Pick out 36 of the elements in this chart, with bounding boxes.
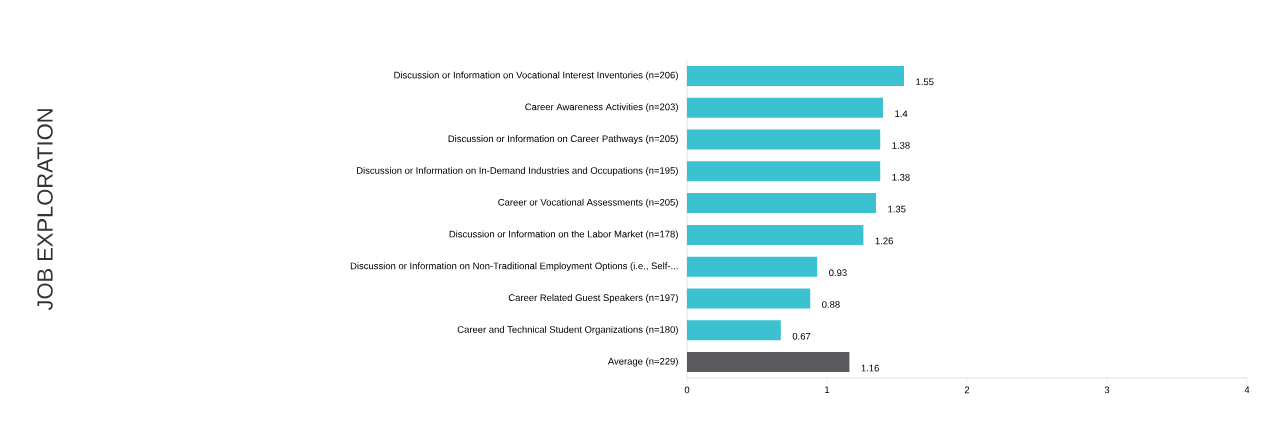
bar bbox=[687, 224, 864, 245]
bar bbox=[687, 256, 818, 277]
x-tick-label: 3 bbox=[1104, 386, 1110, 394]
y-tick-label: Average (n=229) bbox=[607, 357, 678, 367]
y-tick-label: Discussion or Information on In-Demand Industries and Occupations (n=195) bbox=[357, 166, 678, 176]
data-label: 1.26 bbox=[875, 237, 893, 245]
bar bbox=[687, 129, 881, 150]
y-tick-label: Discussion or Information on Career Pathways (n=205) bbox=[448, 135, 678, 144]
data-label: 1.55 bbox=[916, 78, 934, 86]
bar bbox=[687, 288, 811, 309]
y-tick-label: Career Related Guest Speakers (n=197) bbox=[508, 294, 678, 303]
data-label: 0.67 bbox=[792, 332, 811, 340]
bar bbox=[687, 193, 876, 214]
bar bbox=[687, 161, 881, 182]
data-label: 1.16 bbox=[861, 364, 879, 372]
bar bbox=[687, 97, 883, 118]
y-tick-label: Discussion or Information on Vocational Interest Inventories (n=206) bbox=[394, 71, 678, 81]
x-tick-label: 1 bbox=[825, 386, 830, 394]
x-tick-label: 4 bbox=[1244, 386, 1250, 394]
data-label: 1.38 bbox=[892, 142, 910, 149]
y-tick-label: Discussion or Information on the Labor Market (n=178) bbox=[449, 230, 678, 240]
bar bbox=[687, 320, 781, 341]
data-label: 1.4 bbox=[895, 110, 908, 117]
data-label: 0.88 bbox=[822, 301, 840, 308]
y-tick-label: Discussion or Information on Non-Traditional Employment Options (i.e., Self-... bbox=[350, 262, 678, 272]
bar bbox=[687, 65, 904, 86]
data-label: 1.35 bbox=[888, 205, 906, 213]
y-tick-label: Career Awareness Activities (n=203) bbox=[525, 103, 678, 113]
x-tick-label: 0 bbox=[684, 386, 690, 394]
text: JOB EXPLORATION bbox=[37, 109, 53, 311]
data-label: 1.38 bbox=[892, 173, 910, 181]
x-tick-label: 2 bbox=[964, 386, 970, 394]
data-label: 0.93 bbox=[829, 269, 847, 277]
y-tick-label: Career and Technical Student Organizations (n=180) bbox=[457, 325, 678, 335]
y-tick-label: Career or Vocational Assessments (n=205) bbox=[498, 198, 678, 208]
bar bbox=[687, 352, 850, 373]
